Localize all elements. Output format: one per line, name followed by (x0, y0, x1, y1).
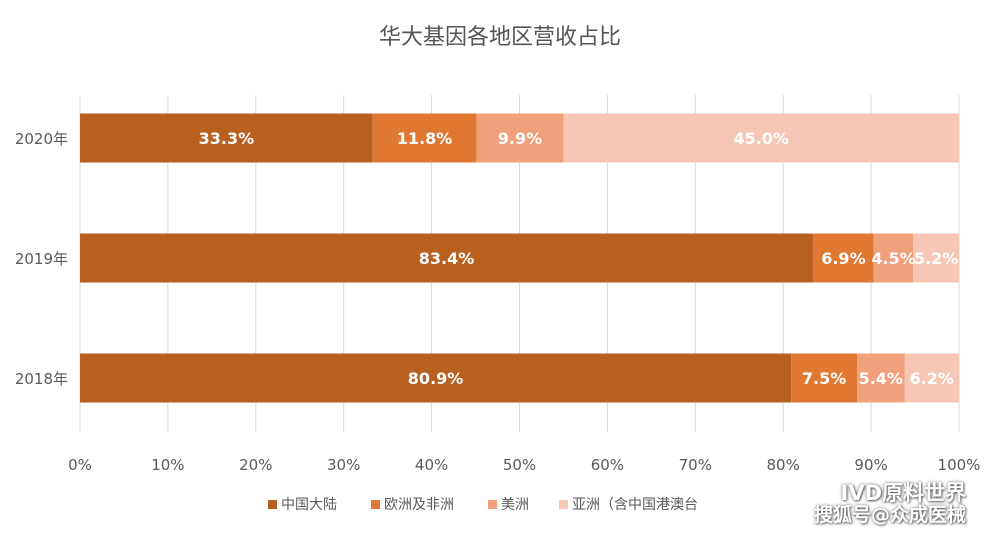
x-tick-label: 70% (679, 456, 712, 474)
y-axis: 2020年 2019年 2018年 (15, 130, 68, 388)
bar-segment (372, 113, 477, 163)
y-tick-label: 2019年 (15, 250, 68, 268)
bar-segment (813, 233, 874, 283)
x-tick-label: 80% (767, 456, 800, 474)
watermark: IVD原料世界 搜狐号@众成医械 (808, 481, 967, 527)
x-tick-label: 10% (151, 456, 184, 474)
data-label: 7.5% (802, 369, 846, 388)
legend: 中国大陆 欧洲及非洲 美洲 亚洲（含中国港澳台 (268, 497, 698, 513)
x-tick-label: 40% (415, 456, 448, 474)
bar-segment (80, 113, 373, 163)
data-label: 83.4% (419, 249, 475, 268)
x-tick-label: 0% (68, 456, 92, 474)
legend-label: 亚洲（含中国港澳台 (572, 497, 698, 513)
x-tick-label: 90% (854, 456, 887, 474)
x-tick-label: 30% (327, 456, 360, 474)
data-label: 6.9% (821, 249, 865, 268)
legend-label: 中国大陆 (281, 497, 337, 513)
data-label: 6.2% (910, 369, 954, 388)
bars-layer (80, 113, 959, 403)
bar-segment (476, 113, 564, 163)
bar-segment (80, 353, 792, 403)
data-labels-layer: 33.3% 11.8% 9.9% 45.0% 83.4% 6.9% 4.5%5.2% 80.9… (199, 129, 959, 388)
data-label: 33.3% (199, 129, 255, 148)
data-label: 80.9% (408, 369, 464, 388)
legend-swatch (268, 500, 277, 509)
legend-label: 欧洲及非洲 (384, 497, 454, 513)
data-label: 4.5% (871, 249, 915, 268)
x-tick-label: 100% (938, 456, 981, 474)
bar-segment (873, 233, 914, 283)
bar-segment (80, 233, 814, 283)
data-label: 5.4% (859, 369, 903, 388)
legend-swatch (559, 500, 568, 509)
y-tick-label: 2018年 (15, 370, 68, 388)
legend-swatch (488, 500, 497, 509)
bar-segment (913, 233, 959, 283)
x-axis: 0% 10% 20% 30% 40% 50% 60% 70% 80% 90% 100% (68, 456, 980, 474)
watermark-line1: IVD原料世界 (840, 481, 967, 506)
wechat-icon (808, 482, 834, 503)
legend-swatch (371, 500, 380, 509)
x-tick-label: 20% (239, 456, 272, 474)
x-tick-label: 50% (503, 456, 536, 474)
data-label: 5.2% (914, 249, 958, 268)
data-label: 11.8% (397, 129, 453, 148)
chart-title: 华大基因各地区营收占比 (379, 25, 621, 50)
data-label: 45.0% (733, 129, 789, 148)
bar-segment (791, 353, 858, 403)
bar-segment (857, 353, 905, 403)
bar-segment (563, 113, 959, 163)
legend-label: 美洲 (501, 497, 529, 513)
y-tick-label: 2020年 (15, 130, 68, 148)
watermark-line2: 搜狐号@众成医械 (813, 504, 966, 527)
bar-segment (904, 353, 959, 403)
x-tick-label: 60% (591, 456, 624, 474)
data-label: 9.9% (498, 129, 542, 148)
